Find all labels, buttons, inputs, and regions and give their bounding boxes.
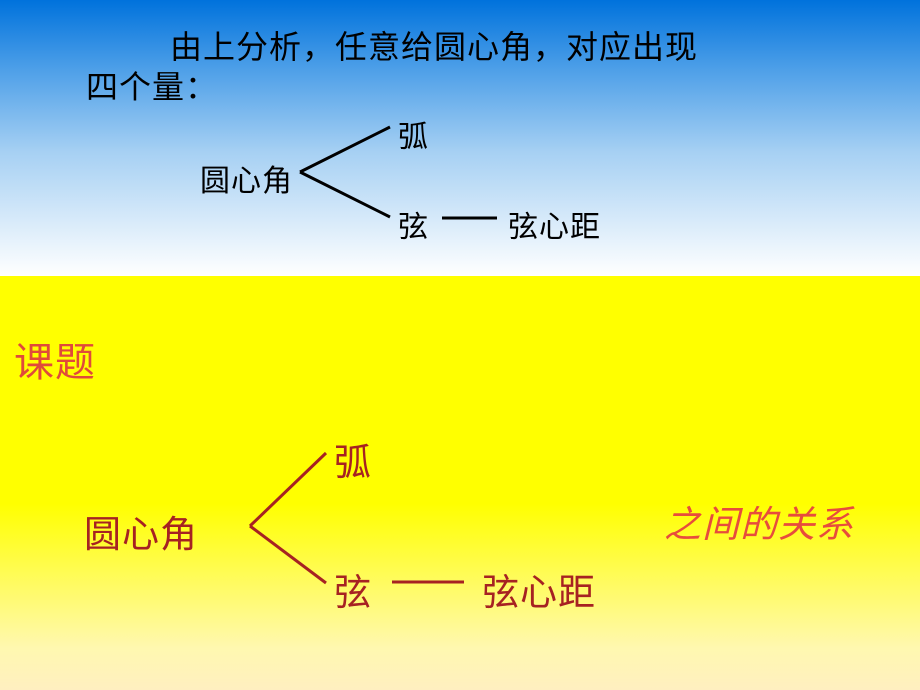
- top-center-angle: 圆心角: [200, 156, 293, 200]
- bottom-center-angle: 圆心角: [84, 504, 198, 558]
- top-arc: 弧: [398, 112, 429, 156]
- intro-line-1: 由上分析，任意给圆心角，对应出现: [170, 22, 698, 68]
- slide: 由上分析，任意给圆心角，对应出现 四个量： 圆心角 弧 弦 弦心距 课题 圆心角…: [0, 0, 920, 690]
- top-chord-dist: 弦心距: [508, 202, 601, 246]
- top-chord: 弦: [398, 202, 429, 246]
- bottom-chord: 弦: [334, 562, 372, 616]
- bottom-arc: 弧: [334, 432, 372, 486]
- top-brace-upper: [300, 127, 390, 172]
- intro-line-2: 四个量：: [86, 62, 218, 108]
- relation-text: 之间的关系: [664, 494, 854, 548]
- section-title: 课题: [14, 330, 96, 388]
- top-brace-lower: [300, 172, 390, 217]
- bottom-brace-lower: [250, 526, 326, 583]
- bottom-brace-upper: [250, 453, 326, 526]
- bottom-chord-dist: 弦心距: [482, 562, 596, 616]
